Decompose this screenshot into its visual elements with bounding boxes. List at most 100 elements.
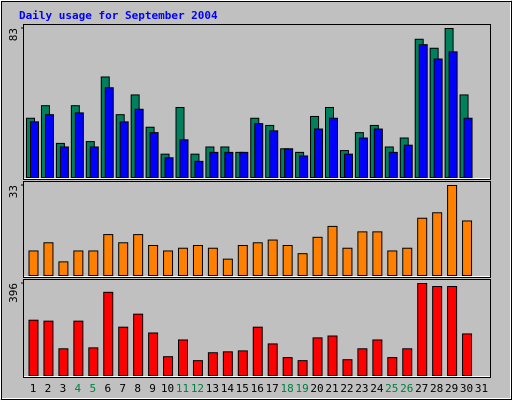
bar [312, 337, 323, 377]
bar [224, 151, 234, 179]
x-tick-label: 6 [104, 382, 111, 395]
bar [284, 148, 294, 179]
x-tick-label: 12 [191, 382, 204, 395]
chart-title: Daily usage for September 2004 [19, 9, 218, 22]
x-tick-label: 28 [430, 382, 443, 395]
bar [209, 151, 219, 179]
bar [134, 108, 144, 178]
x-tick-label: 14 [221, 382, 235, 395]
bar [327, 225, 338, 276]
x-tick-label: 5 [89, 382, 96, 395]
bar [118, 326, 129, 376]
x-tick-label: 10 [161, 382, 174, 395]
bar [358, 137, 368, 179]
x-tick-label: 22 [340, 382, 353, 395]
x-tick-label: 29 [445, 382, 458, 395]
x-tick-label: 30 [460, 382, 473, 395]
bar [343, 153, 353, 178]
bar [194, 160, 204, 178]
bar [447, 185, 458, 276]
bar [418, 44, 428, 178]
bar [30, 121, 39, 178]
bar [342, 359, 353, 377]
bar [329, 117, 338, 178]
bar [178, 247, 188, 277]
bar [58, 348, 69, 377]
x-tick-label: 17 [266, 382, 279, 395]
x-tick-label: 7 [119, 382, 126, 395]
bar [372, 339, 383, 377]
bar [44, 114, 54, 179]
x-tick-label: 31 [475, 382, 488, 395]
bar [299, 155, 309, 178]
x-tick-label: 1 [30, 382, 37, 395]
bar [267, 343, 278, 377]
bar [73, 250, 84, 276]
bar [164, 157, 174, 178]
x-tick-label: 15 [236, 382, 249, 395]
x-tick-label: 23 [355, 382, 368, 395]
bar [239, 151, 249, 179]
bar [462, 333, 473, 377]
bar [118, 242, 129, 276]
bar [387, 357, 398, 377]
bar [88, 250, 99, 276]
bar [448, 51, 458, 178]
bar [312, 236, 323, 276]
x-tick-label: 20 [310, 382, 323, 395]
bar [163, 356, 174, 377]
bar [252, 326, 263, 376]
bar [327, 335, 338, 376]
bar [73, 320, 84, 376]
bar [104, 87, 114, 178]
bar [388, 151, 398, 179]
bar [373, 128, 383, 178]
bar [297, 360, 308, 377]
bar [43, 242, 54, 276]
bar [432, 286, 443, 376]
bar [282, 245, 293, 276]
bar [237, 350, 248, 377]
bar [74, 112, 84, 178]
bar [103, 291, 114, 376]
x-tick-label: 19 [295, 382, 308, 395]
bar [207, 247, 218, 277]
bar [267, 239, 278, 276]
bar [417, 217, 428, 277]
bar [252, 242, 263, 276]
bar [179, 139, 189, 179]
y-tick-label: 83 [7, 28, 20, 41]
bar [149, 132, 159, 178]
bar [357, 231, 368, 276]
bar [59, 146, 69, 179]
bar [88, 347, 99, 377]
bar [237, 245, 248, 276]
bar [148, 245, 159, 276]
bar [462, 220, 473, 276]
x-tick-label: 8 [134, 382, 141, 395]
bar [133, 313, 144, 376]
x-tick-label: 3 [60, 382, 67, 395]
bar [387, 250, 398, 276]
bar [207, 352, 218, 377]
y-tick-label: 33 [7, 185, 20, 198]
x-tick-label: 18 [281, 382, 294, 395]
bar [432, 212, 443, 276]
bar [119, 121, 129, 178]
x-tick-label: 21 [325, 382, 338, 395]
bar [43, 320, 54, 376]
bar [222, 351, 233, 377]
bar [417, 283, 428, 376]
x-tick-label: 13 [206, 382, 219, 395]
bar [282, 357, 293, 377]
bar [103, 234, 114, 277]
y-tick-label: 396 [7, 283, 20, 303]
x-tick-label: 16 [251, 382, 264, 395]
bar [28, 319, 39, 376]
bar [148, 332, 159, 377]
x-tick-label: 4 [75, 382, 82, 395]
x-tick-label: 25 [385, 382, 398, 395]
bar [342, 247, 353, 277]
